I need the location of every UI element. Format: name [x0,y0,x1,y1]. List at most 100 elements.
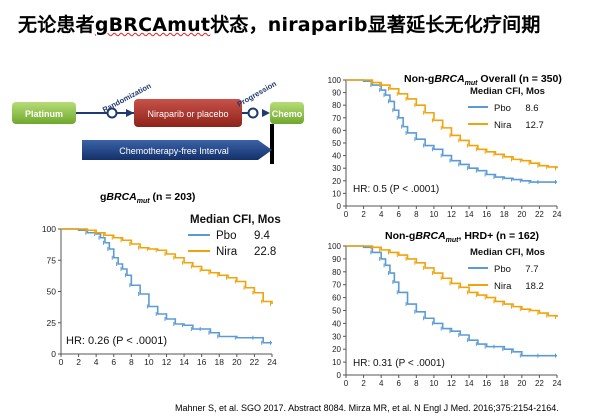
y-tick-label: 90 [332,255,341,264]
x-tick-label: 0 [59,357,64,367]
treatment-label: Niraparib or placebo [147,109,228,119]
y-tick-label: 90 [332,89,341,98]
x-tick-label: 22 [535,210,544,219]
y-tick-label: 60 [332,126,341,135]
x-tick-label: 0 [344,210,349,219]
x-tick-label: 10 [144,357,154,367]
cfi-label: Chemotherapy-free Interval [119,146,229,156]
flow-arrowhead [126,109,134,117]
x-tick-label: 4 [379,210,384,219]
legend-median: 8.6 [525,103,538,114]
x-tick-label: 2 [76,357,81,367]
legend-title: Median CFI, Mos [470,86,545,97]
x-tick-label: 2 [361,379,366,388]
y-tick-label: 30 [332,164,341,173]
x-tick-label: 12 [447,379,456,388]
legend-median: 7.7 [525,264,538,275]
chart-title: Non-gBRCAmut Overall (n = 350) [404,73,562,88]
legend-median: 12.7 [525,120,544,131]
legend-median: 9.4 [254,230,271,242]
y-tick-label: 100 [328,242,342,251]
citation: Mahner S, et al. SGO 2017. Abstract 8084… [175,403,559,413]
x-tick-label: 10 [429,210,438,219]
y-tick-label: 80 [332,268,341,277]
legend-title: Median CFI, Mos [470,247,545,258]
x-tick-label: 14 [179,357,189,367]
y-tick-label: 100 [42,224,56,234]
y-tick-label: 0 [51,349,56,359]
y-tick-label: 20 [332,177,341,186]
y-tick-label: 0 [337,202,342,211]
x-tick-label: 20 [517,379,526,388]
y-tick-label: 100 [328,76,342,85]
hr-annotation: HR: 0.26 (P < .0001) [66,335,167,347]
km-curve-nira [346,245,558,317]
hr-annotation: HR: 0.5 (P < .0001) [353,184,439,195]
x-tick-label: 0 [344,379,349,388]
y-tick-label: 75 [47,255,57,265]
x-tick-label: 16 [482,379,491,388]
y-tick-label: 30 [332,332,341,341]
x-tick-label: 14 [465,379,474,388]
legend-label: Pbo [494,103,511,114]
legend-median: 18.2 [525,281,544,292]
legend-label: Pbo [216,230,236,242]
y-tick-label: 50 [332,139,341,148]
x-tick-label: 10 [429,379,438,388]
x-tick-label: 8 [129,357,134,367]
chemo-box [270,102,304,124]
platinum-label: Platinum [25,109,63,119]
x-tick-label: 24 [553,210,562,219]
x-tick-label: 20 [517,210,526,219]
y-tick-label: 50 [47,287,57,297]
slide-title: 无论患者gBRCAmut状态，niraparib显著延长无化疗间期 [18,14,541,36]
x-tick-label: 6 [397,210,402,219]
y-tick-label: 80 [332,101,341,110]
legend-label: Nira [494,281,512,292]
y-tick-label: 70 [332,114,341,123]
x-tick-label: 22 [535,379,544,388]
x-tick-label: 8 [414,379,419,388]
x-tick-label: 4 [94,357,99,367]
study-design-diagram: Platinum Randomization Niraparib or plac… [12,82,304,164]
x-tick-label: 16 [482,210,491,219]
y-tick-label: 70 [332,281,341,290]
legend-label: Nira [494,120,512,131]
randomization-node [106,107,118,119]
y-tick-label: 25 [47,318,57,328]
x-tick-label: 4 [379,379,384,388]
y-tick-label: 50 [332,307,341,316]
x-tick-label: 8 [414,210,419,219]
y-tick-label: 10 [332,358,341,367]
progression-node [247,107,259,119]
x-tick-label: 6 [397,379,402,388]
km-curve-pbo [61,228,272,344]
km-curve-pbo [346,79,557,183]
hr-annotation: HR: 0.31 (P < .0001) [353,358,445,369]
x-tick-label: 18 [215,357,225,367]
chart-title: Non-gBRCAmut, HRD+ (n = 162) [385,230,540,245]
treatment-box [134,99,242,127]
km-curve-nira [346,79,558,169]
chart-title: gBRCAmut (n = 203) [100,191,196,206]
y-tick-label: 20 [332,345,341,354]
x-tick-label: 12 [447,210,456,219]
platinum-box [12,102,76,124]
y-tick-label: 40 [332,152,341,161]
x-tick-label: 18 [500,379,509,388]
x-tick-label: 14 [465,210,474,219]
x-tick-label: 24 [267,357,277,367]
km-curve-pbo [346,245,557,357]
x-tick-label: 2 [361,210,366,219]
chemo-label: Chemo [272,109,303,119]
legend-median: 22.8 [254,246,276,258]
x-tick-label: 6 [111,357,116,367]
legend-title: Median CFI, Mos [190,214,281,226]
y-tick-label: 60 [332,294,341,303]
km-curve-nira [61,228,273,304]
cfi-arrow [82,140,272,160]
x-tick-label: 24 [553,379,562,388]
x-tick-label: 22 [250,357,260,367]
